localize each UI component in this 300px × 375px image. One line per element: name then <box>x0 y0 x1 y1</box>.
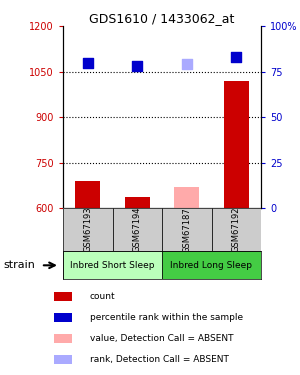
Bar <box>54 313 72 322</box>
Bar <box>54 355 72 364</box>
Bar <box>63 208 112 251</box>
Bar <box>75 181 100 208</box>
Bar <box>212 208 261 251</box>
Bar <box>162 251 261 279</box>
Text: Inbred Long Sleep: Inbred Long Sleep <box>170 261 253 270</box>
Bar <box>224 81 249 208</box>
Text: GSM67193: GSM67193 <box>83 207 92 252</box>
Text: count: count <box>90 292 116 301</box>
Point <box>234 54 239 60</box>
Text: value, Detection Call = ABSENT: value, Detection Call = ABSENT <box>90 334 233 343</box>
Bar <box>112 208 162 251</box>
Title: GDS1610 / 1433062_at: GDS1610 / 1433062_at <box>89 12 235 25</box>
Bar <box>174 187 199 208</box>
Text: percentile rank within the sample: percentile rank within the sample <box>90 313 243 322</box>
Text: strain: strain <box>3 260 35 270</box>
Point <box>184 62 189 68</box>
Text: GSM67194: GSM67194 <box>133 207 142 252</box>
Point <box>135 63 140 69</box>
Bar <box>54 334 72 344</box>
Point <box>85 60 90 66</box>
Text: rank, Detection Call = ABSENT: rank, Detection Call = ABSENT <box>90 355 229 364</box>
Text: Inbred Short Sleep: Inbred Short Sleep <box>70 261 155 270</box>
Bar <box>162 208 211 251</box>
Bar <box>125 196 150 208</box>
Bar <box>54 292 72 302</box>
Text: GSM67192: GSM67192 <box>232 207 241 252</box>
Text: GSM67187: GSM67187 <box>182 207 191 253</box>
Bar <box>63 251 162 279</box>
